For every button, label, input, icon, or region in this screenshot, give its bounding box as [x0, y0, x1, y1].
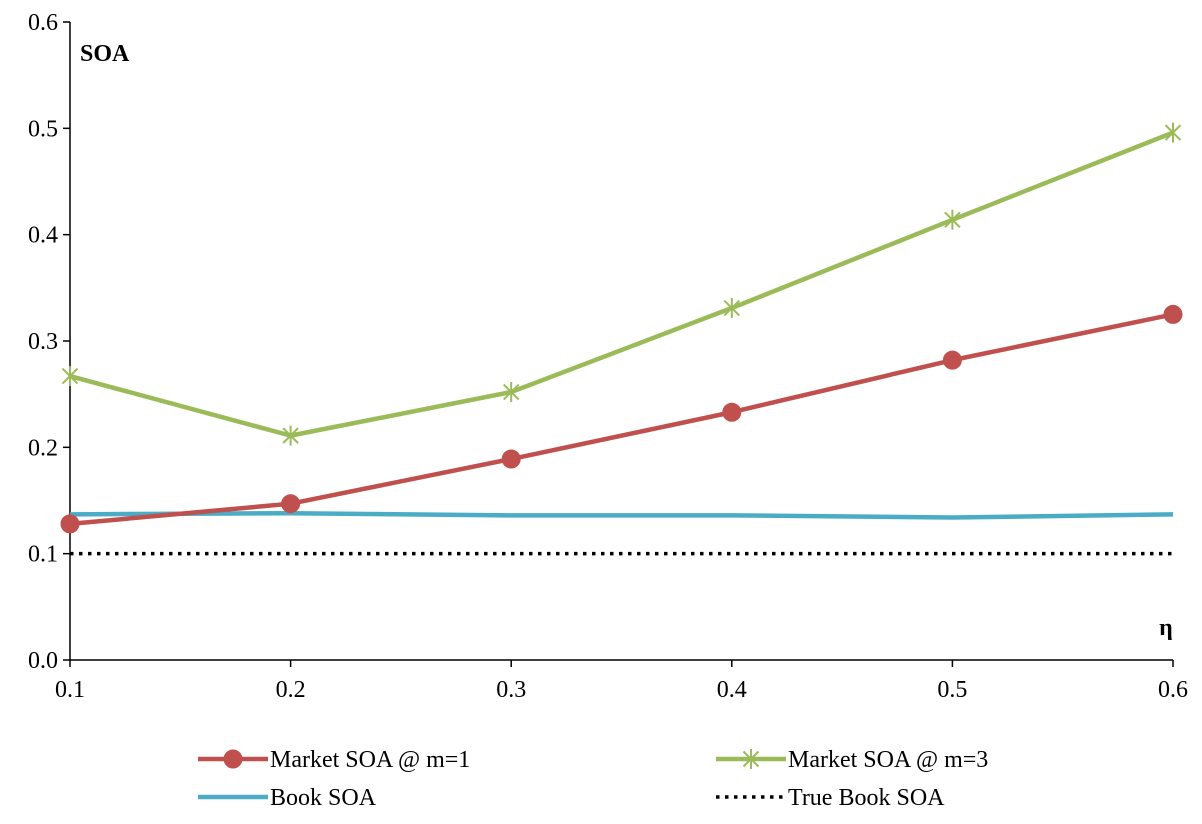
legend-label: Market SOA @ m=3	[788, 747, 988, 773]
y-tick-label: 0.1	[28, 542, 58, 568]
x-tick-label: 0.2	[276, 677, 306, 703]
data-point	[723, 298, 741, 319]
data-point	[502, 382, 520, 403]
data-point	[61, 366, 79, 387]
legend-item: Market SOA @ m=1	[198, 747, 470, 773]
x-tick-label: 0.4	[717, 677, 747, 703]
x-tick-label: 0.1	[55, 677, 85, 703]
series-2	[69, 511, 1174, 520]
legend: Market SOA @ m=1 Market SOA @ m=3 Book SOA…	[198, 747, 988, 811]
y-tick-label: 0.0	[28, 648, 58, 674]
x-axis-title: η	[1159, 615, 1173, 641]
legend-label: Market SOA @ m=1	[270, 747, 470, 773]
legend-item: True Book SOA	[716, 785, 945, 811]
data-point	[60, 514, 80, 534]
data-point	[282, 425, 299, 446]
y-axis-title: SOA	[80, 41, 130, 67]
series-line	[69, 130, 1174, 438]
y-tick-label: 0.6	[28, 10, 58, 36]
x-ticks: 0.1 0.2 0.3 0.4 0.5 0.6	[55, 660, 1188, 703]
x-tick-label: 0.3	[496, 677, 526, 703]
legend-label: Book SOA	[270, 785, 377, 811]
data-point	[1163, 304, 1183, 324]
y-tick-label: 0.3	[28, 329, 58, 355]
data-point	[1164, 122, 1182, 143]
y-ticks: 0.0 0.1 0.2 0.3 0.4 0.5 0.6	[28, 10, 70, 674]
data-point	[281, 494, 301, 514]
x-tick-label: 0.6	[1158, 677, 1188, 703]
series	[60, 122, 1183, 556]
legend-marker	[742, 749, 760, 769]
data-point	[722, 402, 742, 422]
series-0	[60, 304, 1183, 534]
series-line	[69, 511, 1174, 520]
y-tick-label: 0.4	[28, 223, 58, 249]
series-1	[61, 122, 1182, 446]
x-tick-label: 0.5	[937, 677, 967, 703]
data-point	[501, 449, 521, 469]
legend-marker	[223, 749, 243, 769]
legend-label: True Book SOA	[788, 785, 945, 811]
series-line	[69, 312, 1174, 527]
y-tick-label: 0.2	[28, 435, 58, 461]
axes: 0.0 0.1 0.2 0.3 0.4 0.5 0.6 0.1 0.2 0.3 0.4 0.5 0.6…	[28, 10, 1188, 703]
data-point	[944, 209, 961, 230]
legend-item: Book SOA	[198, 785, 377, 811]
legend-item: Market SOA @ m=3	[716, 747, 988, 773]
data-point	[942, 350, 962, 370]
y-tick-label: 0.5	[28, 116, 58, 142]
